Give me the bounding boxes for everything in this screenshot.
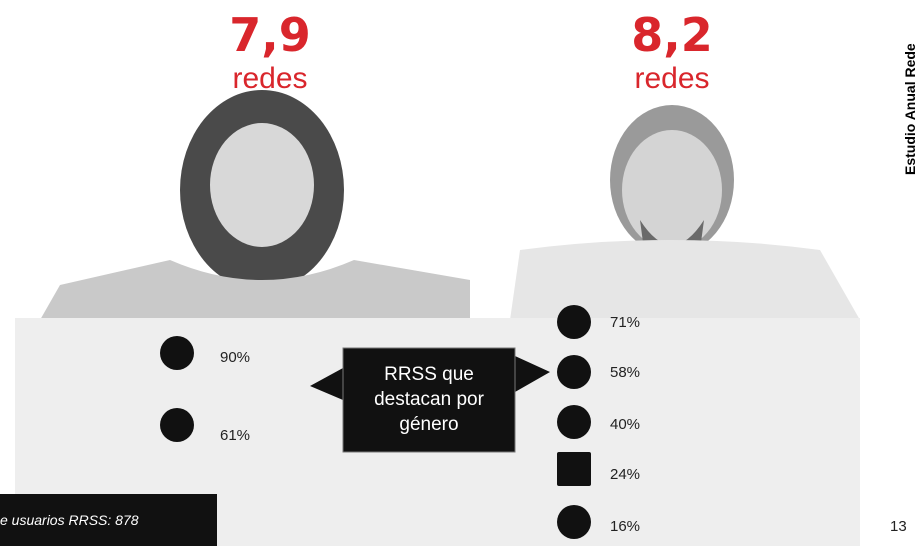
x-icon [557,305,591,339]
callout-line: género [343,412,515,437]
bluesky-icon [557,452,591,486]
background-art [0,0,918,546]
men-unit: redes [572,62,772,96]
instagram-icon [160,336,194,370]
men-value: 8,2 [572,8,772,62]
man [510,105,860,320]
slide: 7,9 redes 8,2 redes 90% 61% 71% 58% 40% … [0,0,918,546]
percent: 40% [610,416,640,433]
footer-note: e usuarios RRSS: 878 [0,512,217,528]
percent: 61% [220,427,250,444]
linkedin-icon [557,355,591,389]
percent: 90% [220,349,250,366]
callout-line: RRSS que [343,362,515,387]
page-number: 13 [890,518,907,535]
reddit-icon [557,505,591,539]
percent: 58% [610,364,640,381]
woman [40,90,470,320]
side-title: Estudio Anual Rede [902,0,918,175]
percent: 71% [610,314,640,331]
percent: 16% [610,518,640,535]
callout-text: RRSS que destacan por género [343,362,515,437]
women-value: 7,9 [170,8,370,62]
callout-line: destacan por [343,387,515,412]
women-unit: redes [170,62,370,96]
percent: 24% [610,466,640,483]
twitch-icon [557,405,591,439]
pinterest-icon [160,408,194,442]
